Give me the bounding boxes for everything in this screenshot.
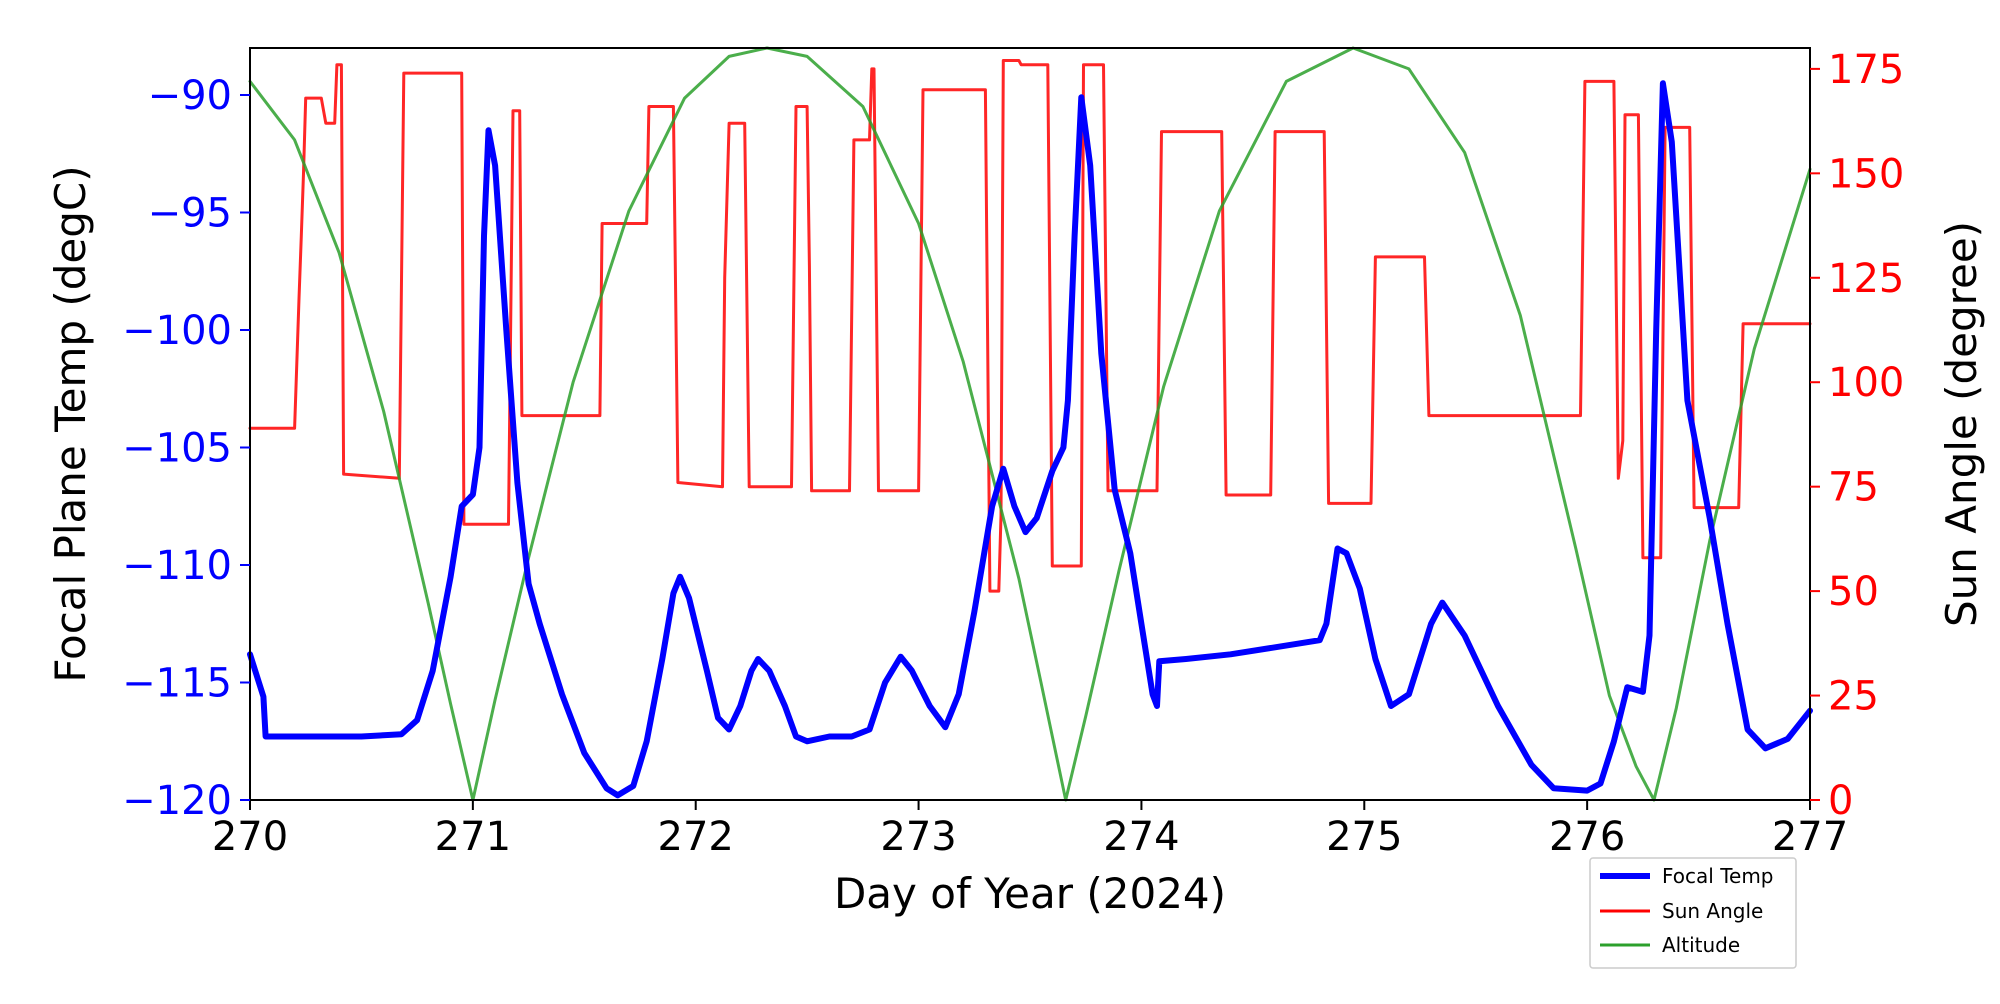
left-axis-label: Focal Plane Temp (degC) [46,165,95,682]
left-tick-label: −120 [122,778,232,824]
ticks-layer: 270 271 272 273 274 275 276 277 −90 −95 −100 −105 −1… [122,47,1904,860]
series-layer [247,46,1813,802]
right-tick-label: 100 [1828,360,1904,406]
right-tick-label: 125 [1828,256,1904,302]
right-tick-label: 50 [1828,569,1879,615]
right-tick-label: 0 [1828,778,1853,824]
x-axis-label: Day of Year (2024) [834,869,1226,918]
legend-label-sun-angle: Sun Angle [1662,899,1763,923]
left-tick-label: −95 [148,191,232,237]
legend-label-altitude: Altitude [1662,933,1740,957]
legend-box [1589,857,1797,969]
legend: Focal Temp Sun Angle Altitude [1589,857,1797,969]
right-axis-label: Sun Angle (degree) [1937,221,1986,627]
x-tick-label: 274 [1103,814,1179,860]
left-tick-label: −90 [148,73,232,119]
legend-label-focal-temp: Focal Temp [1662,864,1774,888]
plot-frame [249,47,1811,801]
x-tick-label: 277 [1772,814,1848,860]
x-tick-label: 271 [435,814,511,860]
series-line-sun-angle [248,59,1812,593]
left-tick-label: −110 [122,543,232,589]
series-line-altitude [248,46,1812,802]
left-tick-label: −100 [122,308,232,354]
left-tick-label: −105 [122,426,232,472]
series-line-focal-temp [247,80,1813,799]
x-tick-label: 272 [658,814,734,860]
right-tick-label: 75 [1828,465,1879,511]
x-tick-label: 273 [880,814,956,860]
x-tick-label: 276 [1549,814,1625,860]
right-tick-label: 175 [1828,47,1904,93]
x-tick-label: 270 [212,814,288,860]
right-tick-label: 25 [1828,674,1879,720]
left-tick-label: −115 [122,661,232,707]
right-tick-label: 150 [1828,151,1904,197]
x-tick-label: 275 [1326,814,1402,860]
